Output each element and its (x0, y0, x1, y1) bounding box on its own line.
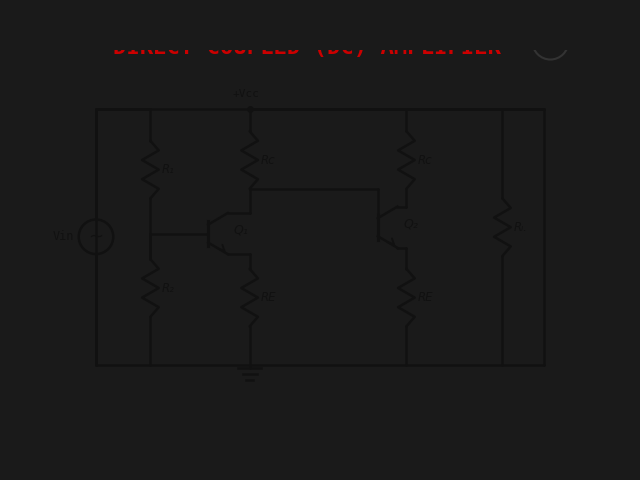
Text: Vin: Vin (52, 230, 74, 243)
Text: Q₁: Q₁ (234, 224, 248, 237)
Text: Rₗ.: Rₗ. (514, 221, 528, 234)
Text: RE: RE (261, 291, 276, 304)
Text: Keeda: Keeda (573, 35, 616, 48)
Text: Rc: Rc (261, 154, 276, 167)
Text: DIRECT COUPLED (DC) AMPLIFIER: DIRECT COUPLED (DC) AMPLIFIER (113, 38, 501, 58)
Text: ~: ~ (88, 228, 104, 246)
Text: Rc: Rc (418, 154, 433, 167)
Text: +Vcc: +Vcc (233, 89, 260, 99)
Text: R₂: R₂ (162, 281, 175, 295)
Text: Q₂: Q₂ (403, 217, 418, 230)
Text: RE: RE (418, 291, 433, 304)
Text: R₁: R₁ (162, 163, 175, 176)
Text: e: e (546, 35, 555, 48)
